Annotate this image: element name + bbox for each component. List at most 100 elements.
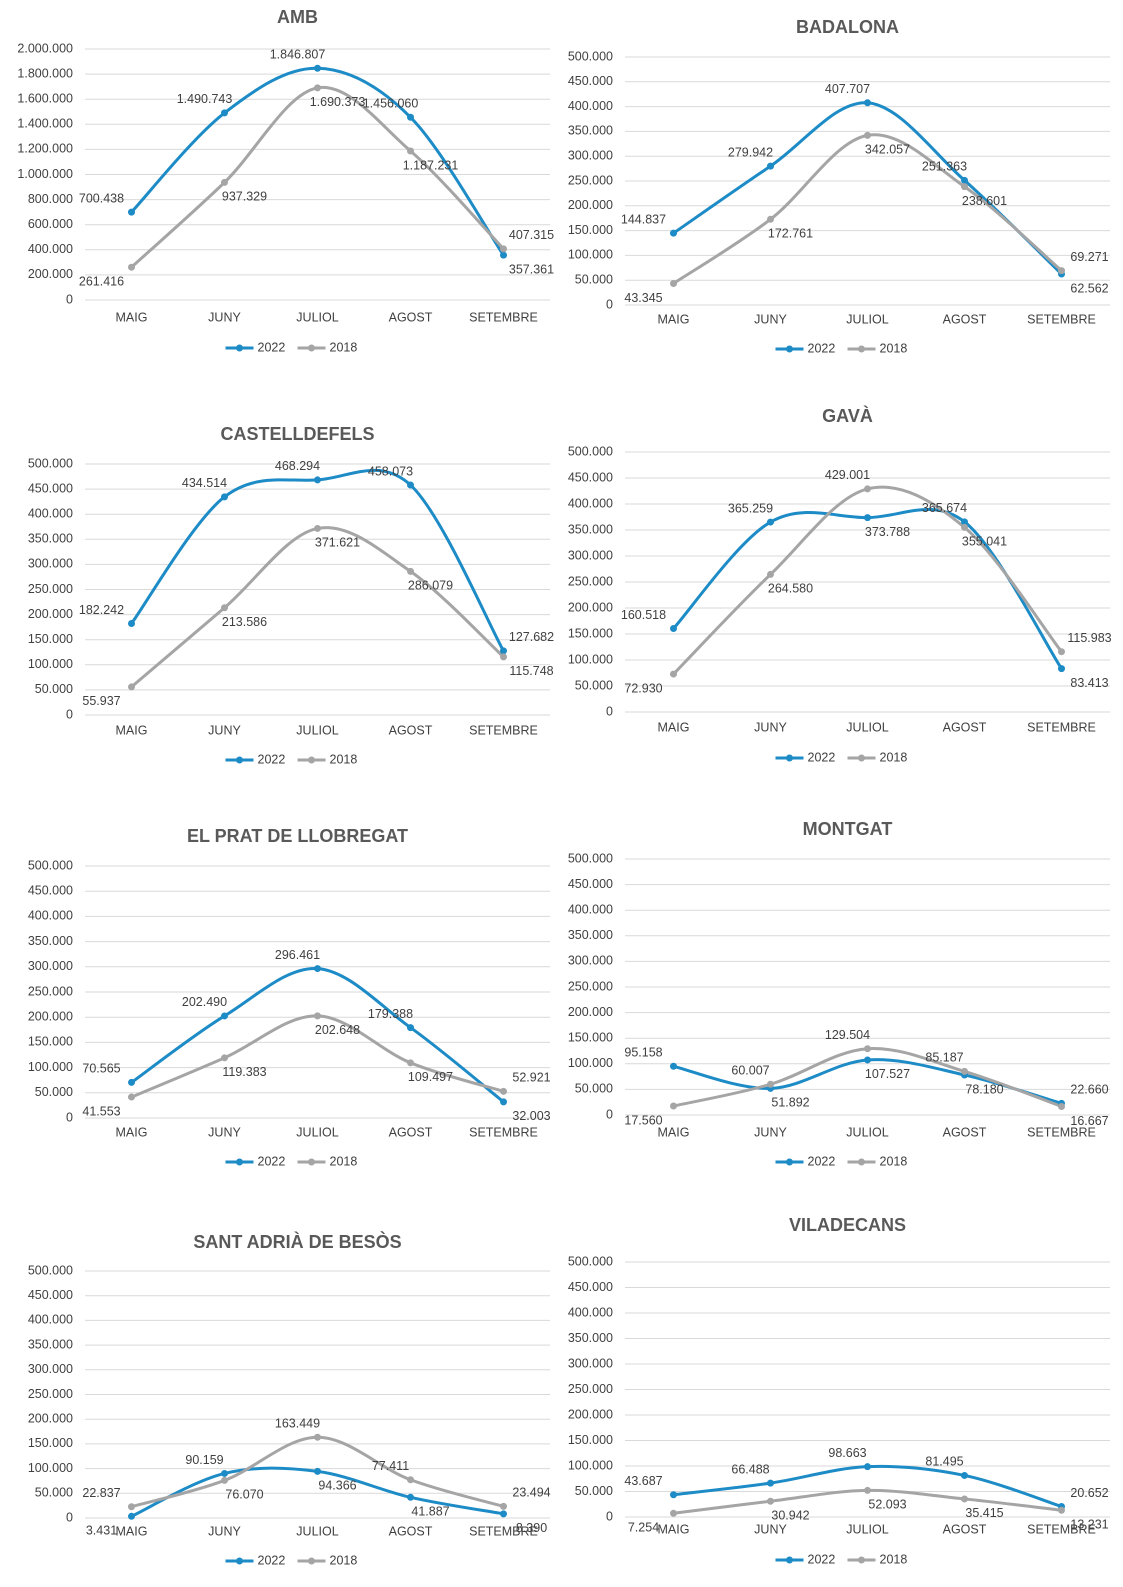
data-point [128,1503,135,1511]
data-point [767,215,774,223]
y-tick-label: 0 [66,292,73,306]
y-tick-label: 100.000 [28,1060,73,1074]
data-label: 52.093 [868,1498,906,1512]
x-tick-label: JUNY [208,310,241,324]
y-tick-label: 250.000 [568,979,613,993]
data-point [128,208,135,216]
x-tick-label: JUNY [208,1524,241,1538]
y-tick-label: 450.000 [28,481,73,495]
y-tick-label: 1.200.000 [17,142,73,156]
y-tick-label: 400.000 [568,496,613,510]
y-tick-label: 350.000 [28,1337,73,1351]
y-tick-label: 150.000 [28,1035,73,1049]
y-tick-label: 150.000 [568,223,613,237]
data-point [500,1098,507,1106]
legend-label: 2022 [258,752,286,766]
y-tick-label: 450.000 [568,74,613,88]
data-label: 41.553 [82,1104,120,1118]
y-tick-label: 100.000 [28,1461,73,1475]
data-point [864,99,871,107]
data-point [407,567,414,575]
x-tick-label: JULIOL [846,720,888,734]
data-label: 41.887 [411,1505,449,1519]
y-tick-label: 400.000 [28,1313,73,1327]
data-point [500,251,507,259]
data-label: 83.413 [1070,676,1108,690]
x-tick-label: MAIG [658,312,690,326]
data-label: 60.007 [731,1064,769,1078]
x-tick-label: AGOST [389,1524,433,1538]
data-label: 69.271 [1070,250,1108,264]
data-label: 160.518 [621,608,666,622]
data-point [407,1059,414,1067]
y-tick-label: 200.000 [28,1411,73,1425]
y-tick-label: 800.000 [28,192,73,206]
legend-label: 2018 [880,341,908,355]
legend-label: 2018 [880,750,908,764]
legend-label: 2022 [258,1154,286,1168]
legend-label: 2022 [258,1553,286,1567]
y-tick-label: 300.000 [568,1356,613,1370]
data-point [670,229,677,237]
y-tick-label: 1.000.000 [17,167,73,181]
y-tick-label: 300.000 [28,959,73,973]
data-point [314,476,321,484]
y-tick-label: 2.000.000 [17,41,73,55]
y-tick-label: 0 [66,1510,73,1524]
y-tick-label: 400.000 [568,902,613,916]
data-label: 76.070 [225,1488,263,1502]
data-point [500,1510,507,1518]
series-line [130,526,505,689]
y-tick-label: 200.000 [28,267,73,281]
chart: MONTGAT 0 50.000 100.000 150.000 200.000 250.0… [568,819,1110,1168]
data-point [500,653,507,661]
legend-label: 2018 [330,752,358,766]
x-tick-label: JUNY [754,312,787,326]
data-label: 98.663 [828,1446,866,1460]
x-tick-label: MAIG [658,1522,690,1536]
legend-marker [786,754,793,762]
y-tick-label: 500.000 [568,49,613,63]
x-tick-label: JULIOL [846,312,888,326]
data-label: 296.461 [275,948,320,962]
data-label: 129.504 [825,1028,870,1042]
data-point [128,620,135,628]
data-point [221,1054,228,1062]
y-tick-label: 350.000 [568,928,613,942]
y-tick-label: 250.000 [28,1387,73,1401]
data-point [221,1476,228,1484]
data-label: 78.180 [965,1082,1003,1096]
data-label: 179.388 [368,1007,413,1021]
data-label: 30.942 [771,1509,809,1523]
y-tick-label: 200.000 [28,1009,73,1023]
y-tick-label: 0 [606,297,613,311]
y-tick-label: 300.000 [28,1362,73,1376]
chart: EL PRAT DE LLOBREGAT 0 50.000 100.000 150.00… [28,826,551,1169]
data-label: 251.363 [922,160,967,174]
data-point [221,1469,228,1477]
y-tick-label: 0 [606,1509,613,1523]
data-point [221,109,228,117]
chart: GAVÀ 0 50.000 100.000 150.000 200.000 250.000 3… [568,405,1112,765]
y-tick-label: 500.000 [568,444,613,458]
series-line [672,101,1063,276]
y-tick-label: 0 [66,707,73,721]
y-tick-label: 350.000 [28,532,73,546]
x-tick-label: AGOST [943,1125,987,1139]
x-tick-label: MAIG [116,723,148,737]
data-label: 1.187.231 [403,158,459,172]
chart-title: VILADECANS [789,1215,906,1235]
y-tick-label: 250.000 [568,574,613,588]
data-label: 279.942 [728,145,773,159]
x-tick-label: JUNY [208,1125,241,1139]
data-label: 43.345 [624,291,662,305]
data-label: 13.231 [1070,1518,1108,1532]
data-label: 17.560 [624,1113,662,1127]
x-tick-label: SETEMBRE [469,723,538,737]
y-tick-label: 50.000 [575,1082,613,1096]
data-point [314,1012,321,1020]
legend-label: 2018 [330,1553,358,1567]
data-point [314,64,321,72]
legend-marker [858,754,865,762]
data-label: 115.748 [509,664,553,678]
